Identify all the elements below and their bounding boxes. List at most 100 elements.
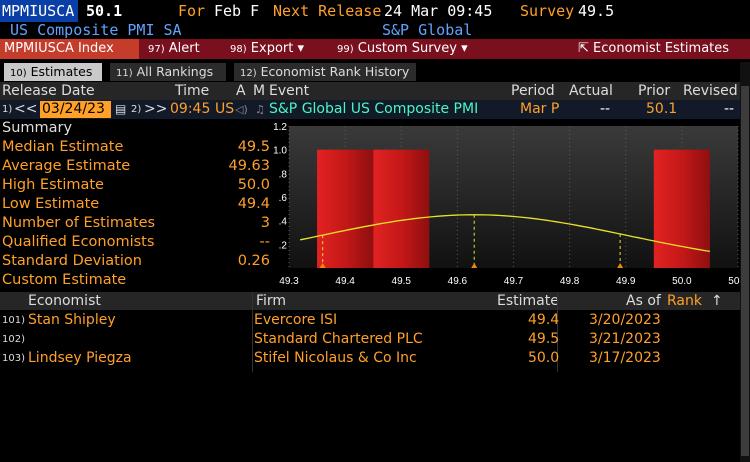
x-tick-label: 50.1	[728, 276, 740, 287]
bell-icon[interactable]: ♫	[255, 103, 265, 116]
description: US Composite PMI SA	[10, 21, 182, 39]
survey-label: Survey	[520, 2, 575, 20]
source: S&P Global	[382, 21, 473, 39]
col-release-date[interactable]: Release Date	[2, 83, 95, 99]
as-of-date: 3/21/2023	[589, 331, 661, 347]
event-actual: --	[600, 101, 611, 117]
survey-value: 49.5	[578, 2, 615, 20]
tab-economist-rank-history[interactable]: 12) Economist Rank History	[234, 63, 416, 81]
chart-bar	[653, 149, 710, 268]
speaker-icon[interactable]: ◁)	[235, 103, 248, 116]
as-of-date: 3/17/2023	[589, 350, 661, 366]
col-firm[interactable]: Firm	[256, 293, 287, 309]
estimates-table-header: Economist Firm Estimate As of Rank ↑	[0, 292, 740, 310]
summary-row-stddev: Standard Deviation 0.26	[2, 253, 270, 269]
estimate-value: 50.0	[528, 350, 560, 366]
economist-name: Stan Shipley	[28, 312, 116, 328]
economist-estimates-menu[interactable]: ⇱ Economist Estimates	[578, 41, 730, 56]
chart-bar	[373, 149, 430, 268]
table-row[interactable]: 103) Lindsey Piegza Stifel Nicolaus & Co…	[2, 350, 661, 366]
col-prior[interactable]: Prior	[638, 83, 671, 99]
index-menu[interactable]: MPMIUSCA Index	[0, 39, 139, 59]
x-tick-label: 49.6	[448, 276, 468, 287]
col-event[interactable]: Event	[269, 83, 310, 99]
menu-bar: MPMIUSCA Index 97) Alert 98) Export ▾ 99…	[0, 39, 750, 59]
calendar-icon[interactable]: ▤	[115, 102, 127, 116]
estimate-value: 49.4	[528, 312, 560, 328]
col-as-of[interactable]: As of	[626, 293, 661, 309]
firm-name: Standard Chartered PLC	[254, 331, 423, 347]
col-period[interactable]: Period	[511, 83, 555, 99]
col-rank[interactable]: Rank	[667, 293, 702, 309]
prev-date-button[interactable]: <<	[14, 101, 38, 117]
as-of-date: 3/20/2023	[589, 312, 661, 328]
next-release-label: Next Release	[273, 2, 382, 20]
col-economist[interactable]: Economist	[28, 293, 101, 309]
col-a[interactable]: A	[236, 83, 246, 99]
scrollbar-thumb[interactable]	[741, 86, 749, 456]
col-time[interactable]: Time	[175, 83, 210, 99]
tab-all-rankings[interactable]: 11) All Rankings	[110, 63, 226, 81]
event-prior: 50.1	[646, 101, 678, 117]
column-divider	[557, 292, 558, 372]
x-tick-label: 49.3	[279, 276, 299, 287]
marker-triangle	[471, 263, 478, 268]
release-date-input[interactable]: 03/24/23	[40, 101, 111, 118]
export-menu[interactable]: 98) Export ▾	[230, 41, 305, 56]
vertical-scrollbar[interactable]	[740, 62, 750, 462]
firm-name: Evercore ISI	[254, 312, 338, 328]
x-tick-label: 49.5	[392, 276, 412, 287]
col-m[interactable]: M	[253, 83, 266, 99]
col-estimate[interactable]: Estimate	[497, 293, 559, 309]
economist-name: Lindsey Piegza	[28, 350, 132, 366]
col-actual[interactable]: Actual	[569, 83, 613, 99]
ticker-symbol[interactable]: MPMIUSCA	[0, 0, 79, 22]
next-date-button[interactable]: >>	[144, 101, 168, 117]
marker-triangle	[617, 263, 624, 268]
popout-icon: ⇱	[578, 41, 589, 56]
sort-arrow-icon[interactable]: ↑	[711, 293, 723, 309]
x-tick-label: 49.8	[560, 276, 580, 287]
alert-menu[interactable]: 97) Alert	[148, 41, 200, 56]
next-release-value: 24 Mar 09:45	[384, 2, 493, 20]
subtitle-bar: US Composite PMI SA S&P Global	[0, 21, 750, 39]
last-value: 50.1	[86, 2, 123, 20]
column-divider	[252, 292, 253, 372]
custom-survey-menu[interactable]: 99) Custom Survey ▾	[337, 41, 468, 56]
next-num: 2)	[131, 104, 142, 115]
event-time: 09:45	[170, 101, 211, 117]
x-tick-label: 49.4	[335, 276, 355, 287]
x-tick-label: 49.7	[504, 276, 524, 287]
event-name[interactable]: S&P Global US Composite PMI	[269, 101, 479, 117]
summary-row-count: Number of Estimates 3	[2, 215, 270, 231]
summary-row-average: Average Estimate 49.63	[2, 158, 270, 174]
for-value: Feb F	[214, 2, 260, 20]
summary-row-low: Low Estimate 49.4	[2, 196, 270, 212]
event-country: US	[215, 101, 235, 117]
summary-row-qualified: Qualified Economists --	[2, 234, 270, 250]
summary-row-high: High Estimate 50.0	[2, 177, 270, 193]
event-table-header: Release Date Time A M Event Period Actua…	[0, 82, 740, 100]
summary-row-median: Median Estimate 49.5	[2, 139, 270, 155]
y-tick-label: 1.0	[273, 146, 287, 157]
chevron-down-icon: ▾	[461, 41, 468, 56]
table-row[interactable]: 102) Standard Chartered PLC 49.5 3/21/20…	[2, 331, 661, 347]
x-tick-label: 50.0	[672, 276, 692, 287]
firm-name: Stifel Nicolaus & Co Inc	[254, 350, 417, 366]
distribution-curve	[300, 214, 711, 253]
event-revised: --	[724, 101, 735, 117]
col-revised[interactable]: Revised	[683, 83, 738, 99]
event-period: Mar P	[520, 101, 560, 117]
table-row[interactable]: 101) Stan Shipley Evercore ISI 49.4 3/20…	[2, 312, 661, 328]
for-label: For	[178, 2, 206, 20]
y-tick-label: .6	[279, 193, 288, 204]
chart-bar	[317, 149, 374, 268]
chevron-down-icon: ▾	[297, 41, 305, 56]
summary-title: Summary	[2, 120, 73, 136]
estimate-value: 49.5	[528, 331, 560, 347]
marker-triangle	[319, 263, 326, 268]
summary-row-custom[interactable]: Custom Estimate	[2, 272, 127, 288]
x-tick-label: 49.9	[616, 276, 636, 287]
y-tick-label: .2	[279, 240, 288, 251]
tab-estimates[interactable]: 10) Estimates	[4, 63, 102, 81]
